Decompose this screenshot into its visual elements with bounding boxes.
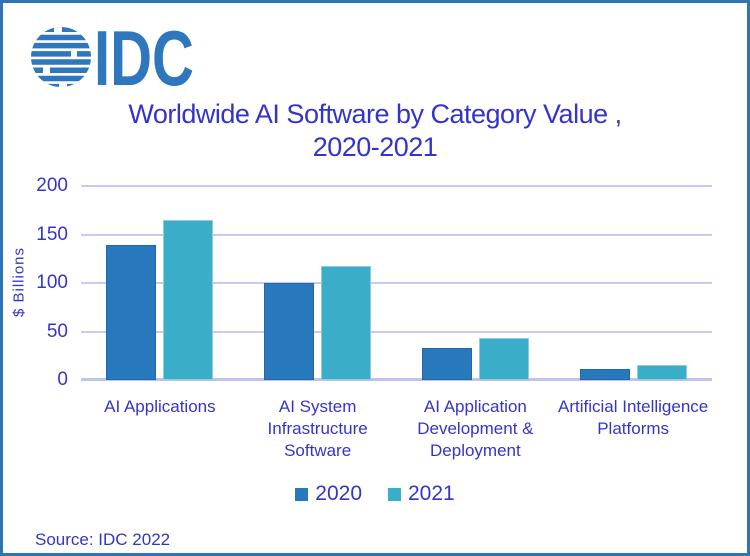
chart-title-line2: 2020-2021 [312,132,438,162]
legend-label: 2021 [408,482,455,505]
idc-logo: IDC [31,24,194,90]
x-category-label: AI System Infrastructure Software [267,397,368,460]
x-category-label: AI Applications [104,397,216,416]
legend-swatch [295,487,309,501]
bar-2021 [321,265,372,380]
logo-text: IDC [94,24,194,90]
bar-group [81,186,239,380]
bar-2021 [478,338,529,380]
y-tick-label: 50 [46,320,68,342]
bar-2021 [163,219,214,380]
x-axis-labels: AI Applications AI System Infrastructure … [81,396,712,462]
bar-2020 [579,369,630,380]
gridline: 50 [47,321,712,342]
bar-2020 [264,283,315,380]
legend: 2020 2021 [3,482,747,506]
gridline: 100 [36,272,712,293]
y-tick-label: 150 [36,223,68,245]
y-tick-label: 100 [36,272,68,293]
y-axis-title: $ Billions [10,246,28,317]
chart-title-line1: Worldwide AI Software by Category Value … [128,99,622,129]
bar-groups [81,186,712,380]
bar-2021 [636,365,687,380]
gridline: 150 [36,224,712,245]
chart-title: Worldwide AI Software by Category Value … [3,98,747,164]
source-note: Source: IDC 2022 [35,530,171,549]
legend-label: 2020 [315,482,362,505]
y-tick-label: 200 [36,175,68,196]
chart-region: $ Billions 0 50 100 150 200 AI Applications A… [3,175,747,462]
x-category-label: AI Application Development & Deployment [417,397,534,460]
bar-group [554,186,712,380]
bar-group [397,186,555,380]
y-tick-label: 0 [57,368,68,390]
gridline: 200 [36,175,712,196]
legend-item-2020: 2020 [295,482,362,506]
bar-2020 [106,245,157,380]
plot-area: $ Billions 0 50 100 150 200 [11,175,712,390]
bar-2020 [421,348,472,380]
legend-item-2021: 2021 [388,482,455,506]
legend-swatch [388,487,401,501]
bar-group [239,186,397,380]
x-axis-line: 0 [57,369,712,390]
x-category-label: Artificial Intelligence Platforms [558,397,709,438]
